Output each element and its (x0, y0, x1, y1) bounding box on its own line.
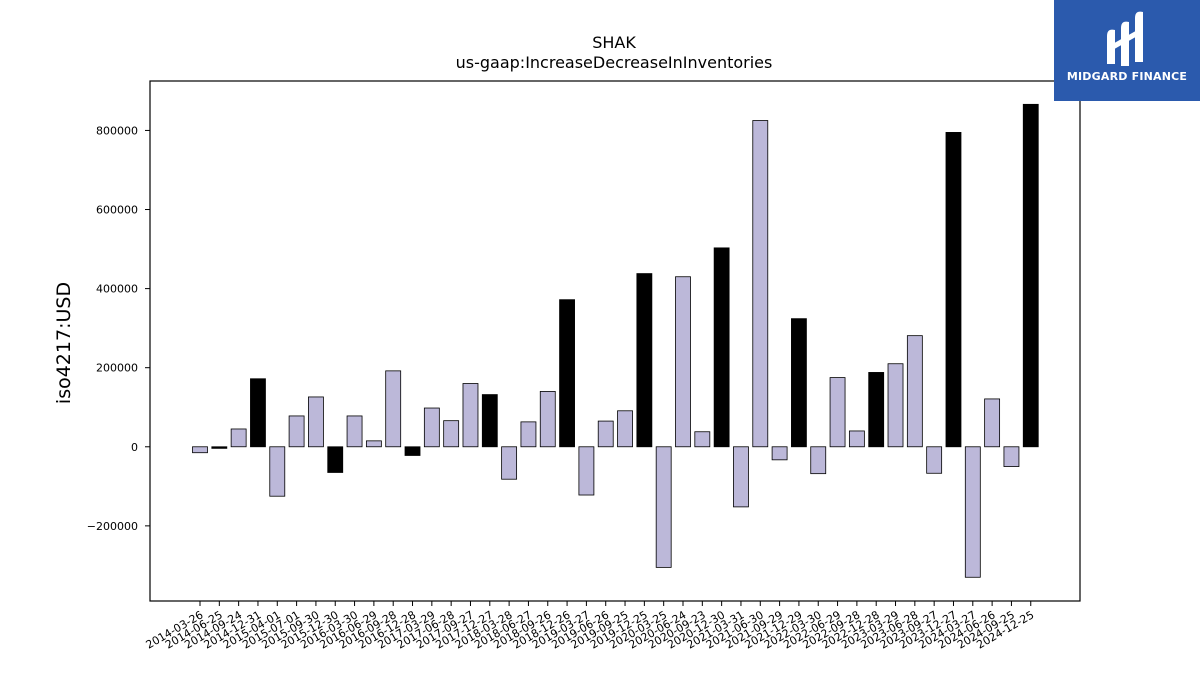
bar-2015-04-01 (269, 446, 286, 497)
bar-2018-06-27 (520, 421, 537, 448)
bar-2021-12-29 (791, 318, 807, 448)
bar-2021-09-29 (771, 446, 788, 461)
bar-2016-12-28 (404, 446, 421, 456)
bar-2022-12-28 (868, 372, 885, 448)
bar-2018-03-28 (501, 446, 518, 480)
x-axis: 2014-03-262014-06-252014-09-242014-12-31… (144, 601, 1036, 652)
bar-2015-09-30 (308, 396, 324, 448)
bar-2018-09-26 (539, 391, 556, 448)
bar-2019-06-26 (597, 420, 614, 448)
bar-2017-12-27 (481, 394, 498, 448)
bar-2017-09-27 (462, 383, 479, 448)
bar-2023-09-27 (926, 446, 943, 474)
bar-2015-07-01 (288, 415, 305, 448)
bar-2024-06-26 (984, 398, 1001, 448)
bars-group (192, 103, 1039, 578)
bar-2020-06-24 (675, 276, 691, 448)
y-axis-label: iso4217:USD (53, 282, 75, 404)
bar-2020-09-23 (694, 431, 711, 448)
bar-2020-12-30 (713, 247, 730, 448)
bar-2024-03-27 (964, 446, 981, 578)
brand-logo-text: MIDGARD FINANCE (1066, 70, 1188, 83)
bar-2017-03-29 (423, 407, 440, 448)
bar-2016-03-30 (346, 415, 363, 448)
bar-2019-09-25 (617, 410, 633, 448)
bar-2020-03-25 (655, 446, 672, 568)
y-tick-label: 400000 (96, 283, 138, 296)
bar-2016-09-28 (385, 370, 402, 448)
brand-logo: MIDGARD FINANCE (1054, 0, 1200, 101)
y-tick-label: 800000 (96, 124, 138, 137)
bar-2019-12-25 (636, 273, 653, 448)
y-tick-label: 0 (131, 441, 138, 454)
bar-2022-03-30 (810, 446, 827, 475)
bar-2015-12-30 (327, 446, 344, 473)
bar-2023-06-28 (906, 335, 923, 448)
y-tick-label: 200000 (96, 362, 138, 375)
bar-2021-03-31 (733, 446, 749, 508)
y-tick-label: −200000 (87, 520, 138, 533)
bar-2016-06-29 (365, 440, 382, 448)
y-tick-label: 600000 (96, 204, 138, 217)
bar-2023-03-29 (887, 363, 904, 448)
bar-2019-03-27 (578, 446, 595, 496)
chart-subtitle: us-gaap:IncreaseDecreaseInInventories (456, 53, 773, 72)
bar-2024-09-25 (1003, 446, 1020, 467)
bar-2014-06-25 (211, 446, 228, 449)
bar-2024-12-25 (1022, 103, 1039, 448)
bar-2023-12-27 (945, 132, 962, 448)
plot-frame (149, 80, 1081, 602)
chart-title: SHAK (592, 33, 636, 52)
bar-2022-06-29 (829, 377, 846, 448)
bar-2017-06-28 (443, 420, 460, 448)
bar-2014-03-26 (192, 446, 208, 454)
bar-2021-06-30 (752, 120, 769, 448)
midgard-logo-icon (1107, 11, 1143, 67)
bar-2018-12-26 (559, 299, 575, 448)
bar-2014-09-24 (230, 428, 247, 448)
y-axis: −200000 0 200000 400000 600000 800000 (87, 124, 150, 533)
bar-2022-09-28 (848, 430, 865, 448)
bar-2014-12-31 (250, 378, 266, 448)
